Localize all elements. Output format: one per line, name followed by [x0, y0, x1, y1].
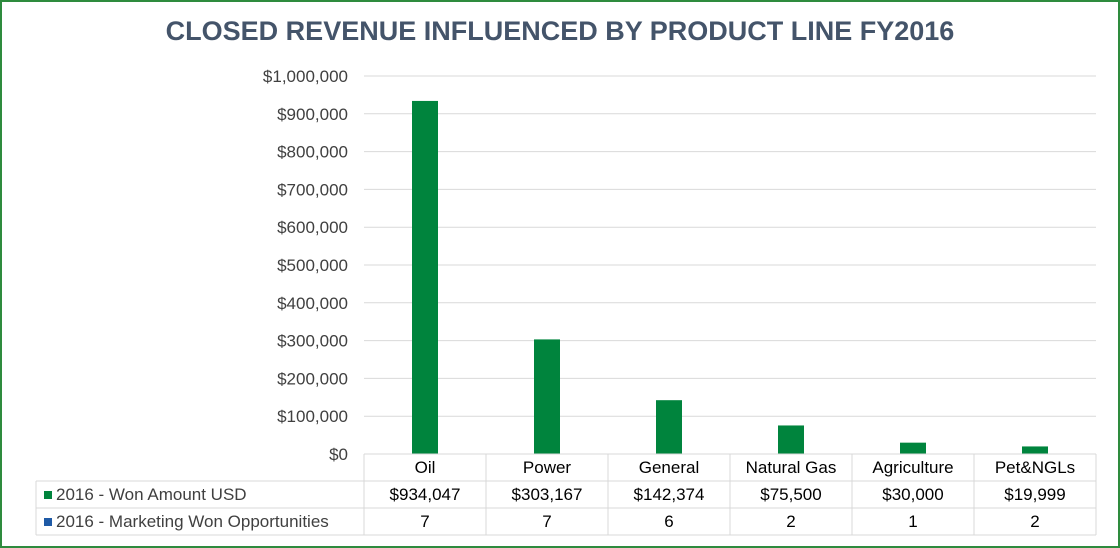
data-table-value: $30,000: [882, 485, 943, 504]
data-table-value: $142,374: [634, 485, 705, 504]
data-table-value: $303,167: [512, 485, 583, 504]
bar: [534, 339, 560, 454]
legend-key: [44, 518, 52, 526]
data-table-value: 2: [1030, 512, 1039, 531]
chart-title: CLOSED REVENUE INFLUENCED BY PRODUCT LIN…: [165, 16, 955, 46]
bar: [900, 442, 926, 454]
y-tick-label: $700,000: [277, 180, 348, 199]
data-table-value: $934,047: [390, 485, 461, 504]
x-category-label: General: [639, 458, 699, 477]
legend-key: [44, 491, 52, 499]
y-tick-label: $500,000: [277, 256, 348, 275]
x-category-label: Power: [523, 458, 572, 477]
y-tick-label: $800,000: [277, 143, 348, 162]
x-category-label: Pet&NGLs: [995, 458, 1075, 477]
bar: [778, 425, 804, 454]
data-table-value: $75,500: [760, 485, 821, 504]
y-tick-label: $900,000: [277, 105, 348, 124]
x-category-label: Natural Gas: [746, 458, 837, 477]
x-category-label: Agriculture: [872, 458, 953, 477]
data-table-value: 1: [908, 512, 917, 531]
y-tick-label: $0: [329, 445, 348, 464]
bar: [656, 400, 682, 454]
y-tick-label: $600,000: [277, 218, 348, 237]
y-tick-label: $200,000: [277, 369, 348, 388]
data-table-value: 7: [542, 512, 551, 531]
data-table-value: 7: [420, 512, 429, 531]
legend-label: 2016 - Won Amount USD: [56, 485, 247, 504]
bar: [1022, 446, 1048, 454]
y-tick-label: $1,000,000: [263, 67, 348, 86]
legend-label: 2016 - Marketing Won Opportunities: [56, 512, 329, 531]
data-table-value: $19,999: [1004, 485, 1065, 504]
x-category-label: Oil: [415, 458, 436, 477]
y-tick-label: $300,000: [277, 332, 348, 351]
data-table-value: 2: [786, 512, 795, 531]
y-tick-label: $100,000: [277, 407, 348, 426]
y-tick-label: $400,000: [277, 294, 348, 313]
bar: [412, 100, 438, 454]
data-table-value: 6: [664, 512, 673, 531]
